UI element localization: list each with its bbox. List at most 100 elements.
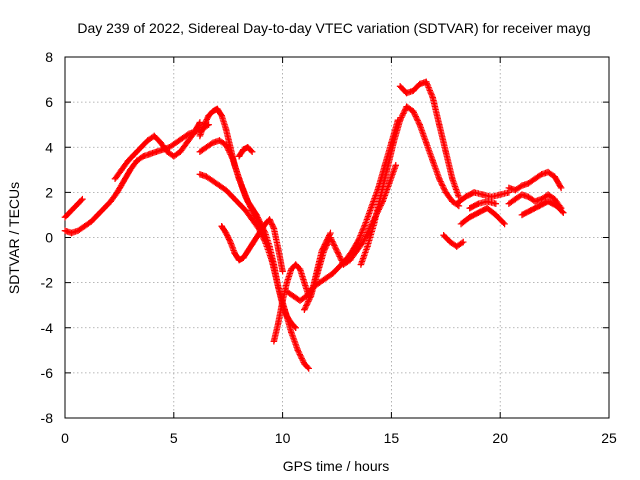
data-point bbox=[131, 150, 138, 158]
data-point bbox=[403, 103, 410, 110]
data-point bbox=[222, 229, 230, 237]
data-point bbox=[440, 232, 447, 239]
y-tick-label: -2 bbox=[41, 275, 54, 291]
data-point bbox=[157, 139, 164, 146]
data-point bbox=[283, 279, 291, 286]
data-point bbox=[460, 238, 467, 246]
data-point bbox=[333, 247, 341, 255]
data-point bbox=[229, 155, 236, 162]
data-point bbox=[151, 132, 158, 140]
data-point bbox=[557, 184, 565, 192]
data-point bbox=[216, 182, 223, 189]
data-point bbox=[512, 195, 519, 203]
data-point bbox=[368, 202, 376, 210]
data-point bbox=[322, 274, 330, 282]
data-point bbox=[111, 175, 119, 183]
series-track-16 bbox=[457, 204, 508, 228]
x-tick-label: 25 bbox=[601, 430, 617, 446]
data-point bbox=[137, 144, 145, 151]
data-point bbox=[205, 112, 212, 119]
series-track-20 bbox=[518, 198, 567, 219]
data-point bbox=[292, 324, 299, 331]
data-point bbox=[235, 175, 243, 183]
data-point bbox=[301, 279, 308, 286]
data-point bbox=[475, 200, 482, 207]
data-point bbox=[179, 135, 186, 142]
data-point bbox=[512, 186, 519, 194]
data-point bbox=[216, 137, 223, 144]
data-point bbox=[346, 256, 354, 264]
tick-labels: 0 5 10 15 20 25 -8 -6 -4 -2 0 2 4 6 8 bbox=[41, 49, 617, 446]
x-tick-label: 15 bbox=[384, 430, 400, 446]
data-point bbox=[518, 211, 526, 219]
chart-title: Day 239 of 2022, Sidereal Day-to-day VTE… bbox=[77, 20, 590, 36]
data-point bbox=[386, 180, 393, 187]
data-point bbox=[81, 223, 88, 230]
y-tick-label: 2 bbox=[45, 184, 53, 200]
data-point bbox=[301, 306, 308, 313]
series-track-14 bbox=[440, 232, 467, 250]
data-point bbox=[538, 171, 545, 178]
data-point bbox=[396, 83, 404, 90]
data-point bbox=[235, 256, 243, 264]
data-point bbox=[390, 139, 397, 146]
data-point bbox=[209, 177, 217, 185]
data-point bbox=[166, 144, 173, 151]
data-point bbox=[501, 220, 508, 228]
data-point bbox=[383, 166, 391, 174]
data-point bbox=[177, 148, 184, 155]
data-point bbox=[218, 223, 225, 230]
y-tick-label: 6 bbox=[45, 94, 53, 110]
data-point bbox=[470, 189, 478, 196]
data-point bbox=[279, 268, 286, 275]
data-point bbox=[294, 347, 302, 354]
data-point bbox=[261, 238, 269, 246]
data-point bbox=[261, 220, 269, 228]
data-point bbox=[466, 213, 473, 221]
data-point bbox=[240, 254, 247, 262]
data-point bbox=[296, 265, 304, 273]
data-point bbox=[275, 245, 282, 252]
data-point bbox=[87, 218, 95, 225]
y-tick-label: 4 bbox=[45, 139, 53, 155]
series-track-18 bbox=[505, 168, 565, 194]
data-point bbox=[377, 193, 384, 201]
data-point bbox=[266, 216, 273, 223]
data-point bbox=[231, 250, 238, 257]
data-point bbox=[209, 107, 217, 115]
data-point bbox=[505, 184, 513, 192]
data-point bbox=[120, 177, 127, 185]
data-point bbox=[335, 263, 343, 271]
data-point bbox=[190, 130, 197, 137]
data-point bbox=[364, 243, 371, 250]
data-point bbox=[307, 292, 315, 300]
data-point bbox=[68, 229, 75, 237]
ticks bbox=[64, 56, 610, 419]
data-point bbox=[553, 202, 560, 210]
data-point bbox=[248, 207, 256, 214]
data-point bbox=[244, 144, 251, 151]
data-point bbox=[314, 270, 321, 277]
data-point bbox=[466, 204, 473, 212]
series-track-1 bbox=[61, 121, 212, 237]
data-point bbox=[340, 261, 347, 268]
data-point bbox=[170, 153, 177, 160]
data-point bbox=[429, 157, 436, 164]
data-point bbox=[140, 153, 147, 160]
series-markers bbox=[440, 232, 467, 250]
data-point bbox=[257, 227, 265, 234]
data-point bbox=[229, 193, 236, 201]
data-point bbox=[505, 200, 513, 207]
series-track-2 bbox=[61, 195, 86, 221]
data-point bbox=[248, 148, 256, 155]
series-track-5 bbox=[196, 137, 312, 372]
x-axis-label: GPS time / hours bbox=[283, 458, 390, 474]
data-point bbox=[242, 193, 249, 201]
data-point bbox=[222, 126, 230, 133]
data-point bbox=[94, 211, 101, 219]
data-point bbox=[544, 198, 552, 205]
data-point bbox=[196, 132, 204, 140]
data-point bbox=[492, 200, 500, 207]
data-point bbox=[270, 338, 278, 345]
data-point bbox=[305, 365, 312, 372]
